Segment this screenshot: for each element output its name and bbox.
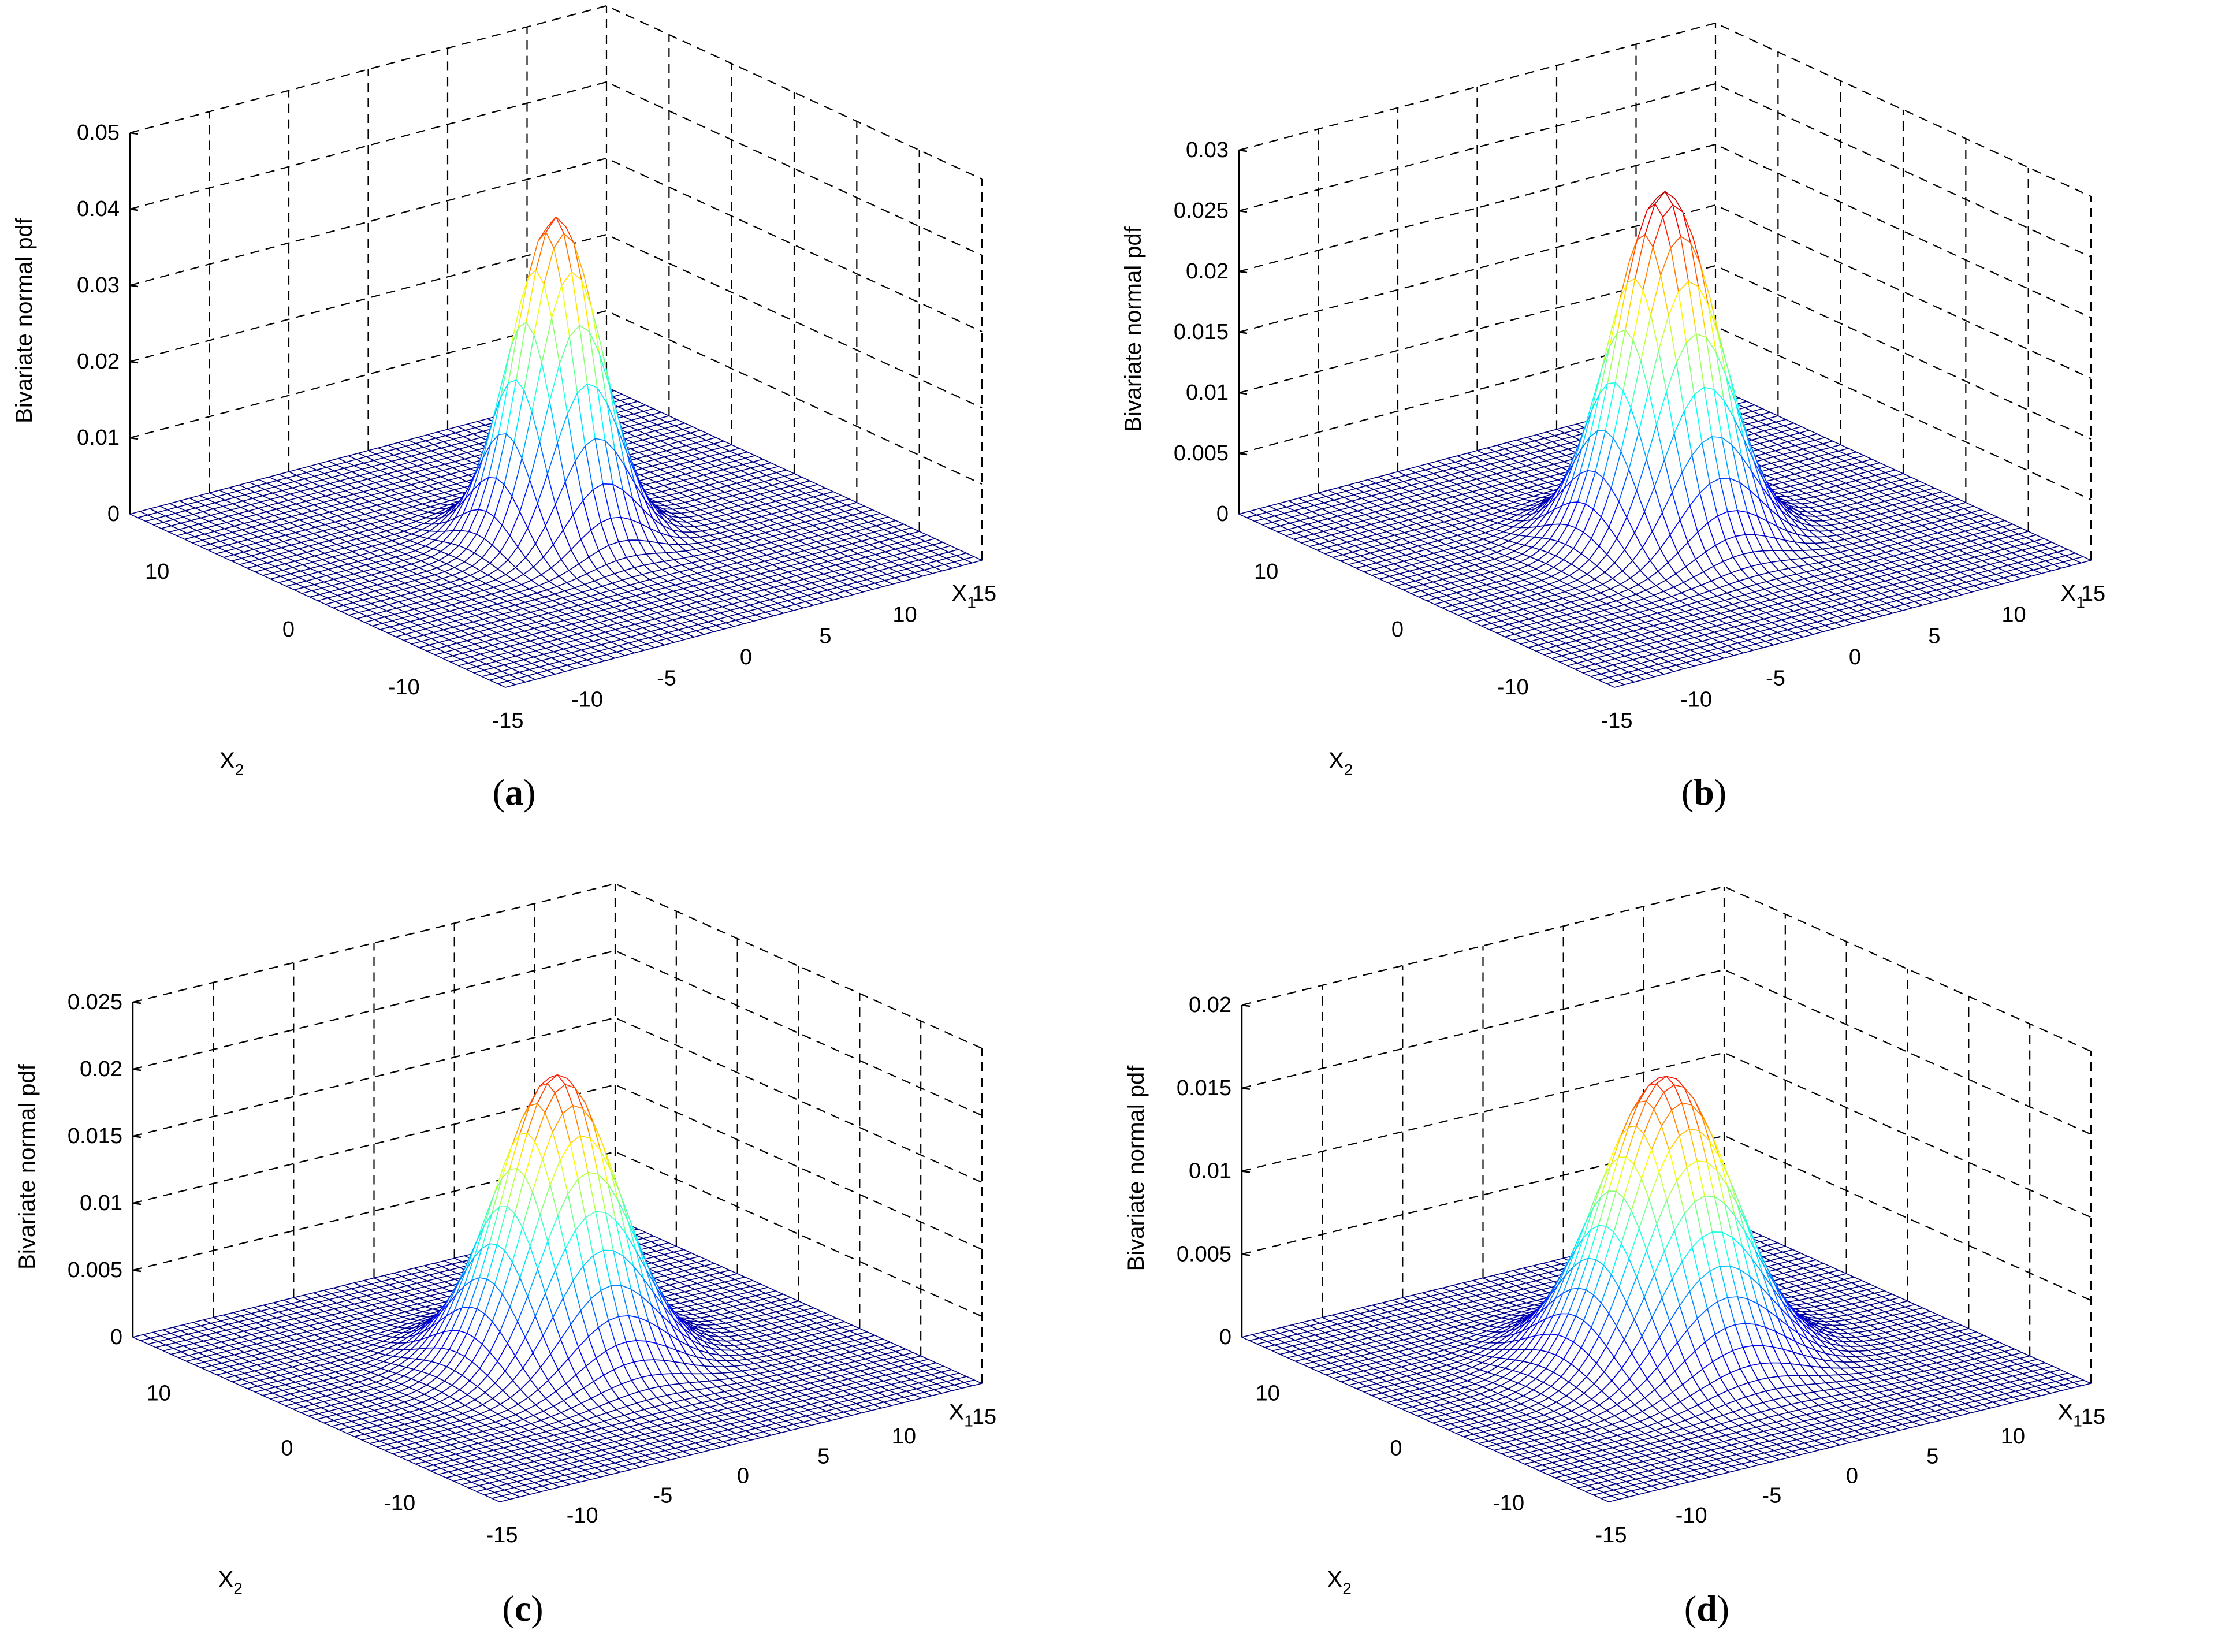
- grid-line: [133, 884, 982, 1048]
- grid-line: [1239, 23, 2091, 196]
- surface-plot-a: 00.010.020.030.040.05-15-10-5051015-1001…: [0, 0, 1109, 826]
- z-tick-label: 0.02: [77, 349, 120, 374]
- x2-axis-sub: 2: [235, 761, 244, 779]
- z-tick: [130, 285, 138, 287]
- z-axis-label: Bivariate normal pdf: [12, 217, 37, 423]
- x2-tick-label: -10: [1497, 675, 1529, 700]
- z-tick-label: 0: [1216, 502, 1229, 526]
- caption-a: (a): [399, 771, 630, 814]
- surface-plot-c: 00.0050.010.0150.020.025-15-10-5051015-1…: [0, 826, 1109, 1652]
- z-tick-label: 0.03: [1186, 138, 1229, 162]
- z-tick: [130, 438, 138, 439]
- z-tick: [133, 1002, 141, 1003]
- z-tick-label: 0.005: [1174, 441, 1229, 466]
- x2-tick-label: 0: [282, 617, 295, 642]
- z-tick-label: 0.025: [1174, 199, 1229, 223]
- x1-tick-label: 10: [2001, 603, 2026, 627]
- caption-b: (b): [1588, 771, 1819, 814]
- z-tick-label: 0.015: [1174, 320, 1229, 344]
- z-tick: [133, 1203, 141, 1204]
- x1-tick-label: -10: [1680, 687, 1712, 712]
- x1-tick-label: 0: [740, 645, 752, 669]
- x1-tick-label: 0: [1849, 645, 1861, 669]
- x1-tick-label: -15: [1601, 709, 1633, 733]
- x1-axis-sub: 1: [2076, 593, 2085, 611]
- z-tick: [133, 1069, 141, 1070]
- z-tick-label: 0.05: [77, 121, 120, 145]
- z-tick: [1239, 271, 1247, 273]
- z-tick: [130, 133, 138, 134]
- z-tick: [130, 209, 138, 210]
- z-tick: [1239, 332, 1247, 333]
- x1-axis-sub: 1: [967, 593, 976, 611]
- x1-tick-label: -10: [571, 687, 603, 712]
- z-tick: [133, 1136, 141, 1137]
- z-tick-label: 0.02: [1186, 259, 1229, 284]
- x2-axis-label: X2: [219, 748, 244, 779]
- z-tick: [1239, 393, 1247, 394]
- x1-tick-label: 10: [892, 603, 917, 627]
- x1-tick-label: 5: [1928, 624, 1940, 648]
- z-tick-label: 0.01: [77, 426, 120, 450]
- z-tick: [1239, 453, 1247, 455]
- x2-tick-label: 10: [145, 560, 169, 584]
- x2-axis-sub: 2: [1344, 761, 1353, 779]
- z-tick: [130, 362, 138, 363]
- surface-plot-b: 00.0050.010.0150.020.0250.03-15-10-50510…: [1109, 0, 2218, 826]
- x1-tick-label: -5: [1766, 667, 1785, 691]
- x2-tick-label: -10: [388, 675, 420, 700]
- z-tick-label: 0: [107, 502, 120, 526]
- x2-tick-label: 0: [1391, 617, 1404, 642]
- z-axis-label: Bivariate normal pdf: [1121, 226, 1146, 432]
- z-tick-label: 0.03: [77, 273, 120, 297]
- x1-tick-label: 5: [819, 624, 831, 648]
- x2-axis-label: X2: [1328, 748, 1353, 779]
- x2-tick-label: 10: [1254, 560, 1278, 584]
- x1-tick-label: -5: [657, 667, 676, 691]
- z-tick: [1239, 150, 1247, 151]
- z-tick: [1239, 211, 1247, 212]
- x1-tick-label: -15: [492, 709, 524, 733]
- grid-line: [130, 6, 982, 179]
- z-tick-label: 0.01: [1186, 381, 1229, 405]
- z-tick-label: 0.04: [77, 197, 120, 221]
- z-tick: [133, 1270, 141, 1271]
